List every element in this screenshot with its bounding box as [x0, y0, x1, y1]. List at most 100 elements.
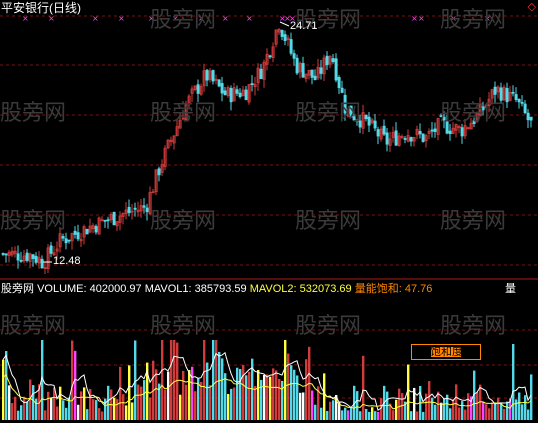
volume-bar: [296, 375, 299, 420]
candle-body: [265, 53, 269, 65]
candle-body: [436, 118, 440, 135]
volume-bar: [314, 404, 317, 420]
candle-body: [379, 128, 383, 140]
volume-bar: [23, 396, 26, 420]
volume-bar: [287, 353, 290, 420]
volume-bar: [107, 385, 110, 420]
watermark: 股旁网: [295, 314, 362, 339]
volume-bar: [179, 394, 182, 420]
candle-body: [127, 206, 131, 214]
candle-body: [502, 86, 506, 101]
signal-marker: ×: [172, 14, 179, 23]
volume-bar: [122, 394, 125, 420]
watermark: 股旁网: [150, 8, 217, 33]
volume-bar: [203, 340, 206, 420]
volume-bar: [305, 359, 308, 420]
candle-body: [13, 250, 17, 254]
candle-body: [391, 132, 395, 138]
volume-bar: [257, 369, 260, 420]
volume-bar: [71, 340, 74, 420]
candle-body: [25, 252, 29, 261]
candle-body: [241, 89, 245, 97]
volume-bar: [125, 405, 128, 420]
candle-body: [232, 87, 236, 102]
signal-marker: ×: [450, 14, 457, 23]
volume-bar: [434, 404, 437, 420]
candle-body: [223, 90, 227, 96]
saturation-label: 量能饱和:: [354, 283, 402, 295]
volume-bar: [11, 403, 14, 420]
candle-body: [409, 137, 413, 142]
volume-bar: [275, 370, 278, 420]
candle-body: [238, 92, 242, 98]
candle-body: [424, 135, 428, 142]
volume-bar: [365, 408, 368, 420]
volume-bar: [494, 402, 497, 420]
volume-bar: [359, 411, 362, 420]
volume-bar: [281, 380, 284, 420]
volume-bar: [35, 398, 38, 420]
candle-body: [58, 233, 62, 248]
volume-bar: [227, 393, 230, 420]
candle-body: [22, 255, 26, 262]
volume-bar: [143, 380, 146, 420]
volume-bar: [140, 386, 143, 420]
volume-bar: [116, 399, 119, 420]
candle-body: [475, 112, 479, 122]
volume-bar: [239, 369, 242, 420]
candle-body: [43, 267, 47, 269]
candle-body: [97, 217, 101, 235]
candle-body: [523, 103, 527, 114]
watermark: 股旁网: [440, 101, 507, 126]
candle-body: [184, 103, 188, 120]
volume-bar: [218, 351, 221, 420]
candle-body: [346, 108, 350, 117]
candle-body: [292, 53, 296, 59]
candle-body: [496, 86, 500, 93]
volume-bar: [95, 400, 98, 420]
volume-bar: [56, 406, 59, 420]
signal-marker: ×: [289, 14, 296, 23]
volume-bar: [395, 399, 398, 420]
volume-bars: [2, 340, 533, 420]
mavol2-value: 532073.69: [299, 283, 352, 295]
candle-body: [253, 83, 257, 88]
candle-body: [301, 63, 305, 78]
volume-bar: [194, 391, 197, 420]
volume-bar: [212, 340, 215, 420]
volume-bar: [98, 408, 101, 420]
candle-body: [73, 230, 77, 235]
candle-body: [112, 211, 116, 226]
candle-body: [115, 221, 119, 227]
candle-body: [319, 67, 323, 74]
volume-bar: [119, 366, 122, 420]
volume-bar: [422, 411, 425, 420]
volume-bar: [32, 385, 35, 420]
chart-title: 平安银行(日线): [1, 1, 81, 15]
candle-body: [430, 129, 434, 132]
volume-bar: [8, 385, 11, 420]
watermark: 股旁网: [0, 209, 67, 234]
volume-bar: [161, 340, 164, 420]
volume-bar: [509, 398, 512, 420]
candle-body: [376, 129, 380, 137]
volume-ma-line: [2, 351, 532, 412]
volume-bar: [446, 394, 449, 420]
candle-body: [454, 124, 458, 131]
candle-body: [49, 245, 53, 254]
volume-bar: [284, 340, 287, 420]
volume-bar: [80, 391, 83, 420]
volume-bar: [416, 411, 419, 420]
candle-body: [322, 57, 326, 75]
watermark: 股旁网: [0, 101, 67, 126]
candle-body: [448, 130, 452, 135]
volume-bar: [77, 404, 80, 420]
candle-body: [172, 135, 176, 144]
candle-body: [286, 37, 290, 41]
volume-bar: [485, 404, 488, 420]
volume-bar: [185, 384, 188, 420]
volume-bar: [452, 399, 455, 420]
volume-bar: [518, 392, 521, 420]
candle-body: [382, 125, 386, 135]
diamond-icon[interactable]: ◇: [527, 1, 536, 13]
